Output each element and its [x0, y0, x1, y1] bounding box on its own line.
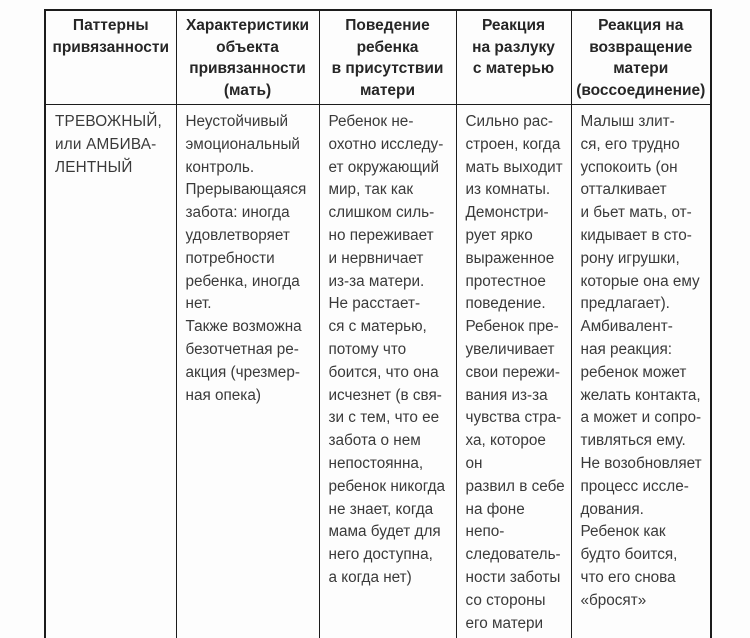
cell-reaction-to-reunion: Малыш злит- ся, его трудно успокоить (он…	[570, 104, 712, 638]
cell-pattern-name: ТРЕВОЖНЫЙ, или АМБИВА- ЛЕНТНЫЙ	[44, 104, 177, 638]
header-attachment-patterns: Паттерны привязанности	[44, 9, 177, 105]
table-row-anxious-ambivalent: ТРЕВОЖНЫЙ, или АМБИВА- ЛЕНТНЫЙ Неустойчи…	[44, 104, 712, 638]
table-body: ТРЕВОЖНЫЙ, или АМБИВА- ЛЕНТНЫЙ Неустойчи…	[44, 104, 712, 638]
header-reaction-to-separation: Реакция на разлуку с матерью	[455, 9, 572, 105]
header-reaction-to-reunion: Реакция на возвращение матери (воссоедин…	[570, 9, 712, 105]
header-mother-characteristics: Характеристики объекта привязанности (ма…	[175, 9, 320, 105]
cell-mother-characteristics: Неустойчивый эмоциональный контроль. Пре…	[175, 104, 320, 638]
cell-behavior-with-mother: Ребенок не- охотно исследу- ет окружающи…	[318, 104, 457, 638]
table-header-row: Паттерны привязанности Характеристики об…	[44, 9, 712, 105]
attachment-patterns-table: Паттерны привязанности Характеристики об…	[44, 9, 712, 638]
header-behavior-with-mother: Поведение ребенка в присутствии матери	[318, 9, 457, 105]
cell-reaction-to-separation: Сильно рас- строен, когда мать выходит и…	[455, 104, 572, 638]
